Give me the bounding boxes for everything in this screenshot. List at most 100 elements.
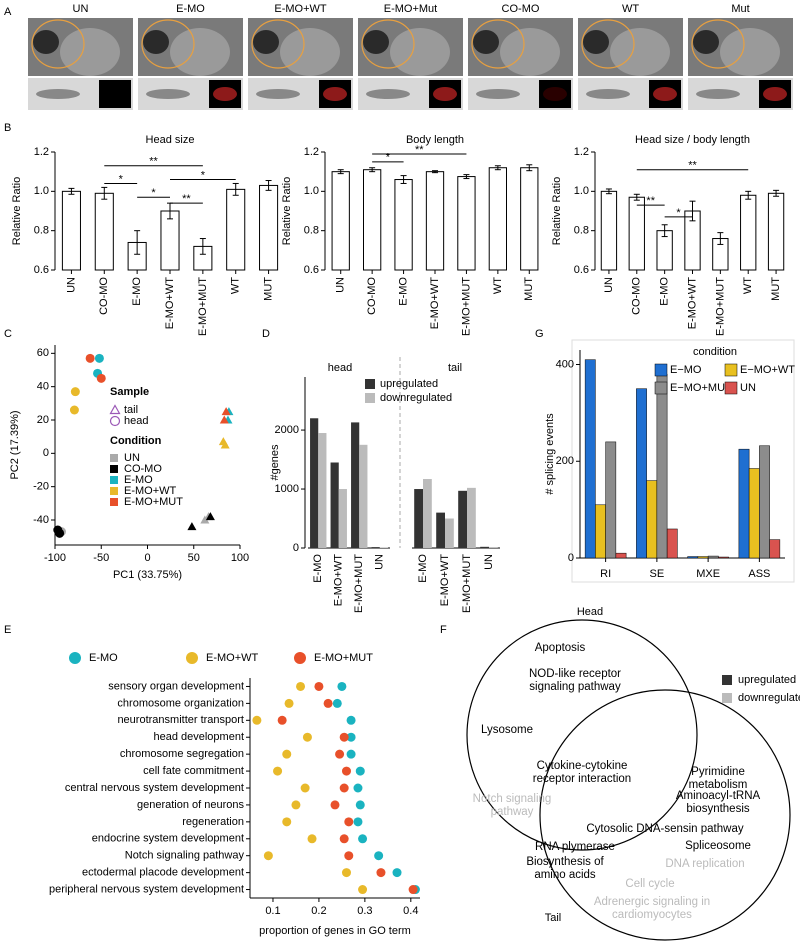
error-bar	[134, 230, 141, 255]
bar	[605, 441, 617, 559]
legend-marker	[109, 404, 121, 415]
error-bar	[369, 167, 376, 173]
fluorescence-signal	[433, 87, 457, 101]
error-bar	[605, 188, 612, 195]
significance-label: **	[646, 195, 655, 207]
x-tick-label: E-MO	[659, 277, 671, 306]
error-bar	[526, 164, 533, 172]
embryo-yolk	[610, 28, 670, 76]
error-bar	[773, 189, 780, 197]
head-outline	[141, 19, 195, 69]
x-tick-label: UN	[65, 277, 77, 293]
panel-border	[571, 339, 795, 583]
bar	[489, 547, 498, 548]
bar	[656, 373, 668, 559]
legend-label: upregulated	[738, 674, 796, 686]
image-title: UN	[73, 3, 89, 15]
dot	[355, 766, 365, 776]
error-bar	[745, 190, 752, 200]
error-bar	[337, 169, 344, 175]
point	[96, 373, 106, 383]
error-bar	[68, 187, 75, 195]
legend-marker	[109, 415, 121, 427]
legend-title: condition	[693, 346, 737, 358]
embryo-yolk	[500, 28, 560, 76]
legend-label: E−MO	[670, 364, 702, 376]
y-tick-label: central nervous system development	[65, 782, 244, 794]
dot	[284, 698, 294, 708]
head-outline	[691, 19, 745, 69]
y-tick-label: cell fate commitment	[143, 765, 244, 777]
legend-label: downregulated	[380, 392, 452, 404]
x-tick-label: UN	[483, 554, 495, 570]
venn-tail-circle	[539, 689, 791, 941]
embryo-eye	[33, 30, 59, 54]
x-axis-label: proportion of genes in GO term	[259, 925, 411, 937]
bar	[480, 546, 489, 548]
dot	[376, 868, 386, 878]
embryo-small	[256, 89, 300, 99]
embryo-small	[586, 89, 630, 99]
bar	[259, 184, 279, 271]
legend-label: UN	[740, 382, 756, 394]
bar	[628, 196, 645, 271]
bar	[584, 359, 596, 559]
error-bar	[400, 175, 407, 184]
x-tick-label: E-MO+WT	[439, 554, 451, 607]
dot	[392, 868, 402, 878]
bar	[330, 462, 339, 548]
dot	[344, 817, 354, 827]
legend-swatch	[110, 454, 118, 462]
dot	[341, 868, 351, 878]
y-tick-label: -40	[33, 514, 49, 526]
venn-item: Notch signaling pathway	[472, 793, 552, 818]
x-tick-label: 0.4	[403, 905, 418, 917]
x-tick-label: E-MO+WT	[429, 277, 441, 330]
y-tick-label: 0	[43, 447, 49, 459]
dot	[408, 885, 418, 895]
y-tick-label: 0.8	[34, 225, 49, 237]
point	[85, 353, 95, 363]
embryo-yolk	[170, 28, 230, 76]
panel-label: C	[4, 328, 12, 340]
dot	[344, 851, 354, 861]
legend-label: head	[124, 415, 148, 427]
significance-label: **	[415, 144, 424, 156]
bar	[331, 171, 350, 271]
significance-label: *	[151, 187, 156, 199]
dot	[335, 749, 345, 759]
legend-swatch	[654, 363, 668, 377]
x-tick-label: UN	[603, 277, 615, 293]
y-tick-label: 20	[37, 414, 49, 426]
bar	[748, 468, 760, 559]
significance-label: **	[149, 156, 158, 168]
x-tick-label: -50	[93, 552, 109, 564]
dot	[358, 834, 368, 844]
significance-label: *	[676, 207, 681, 219]
dot	[314, 681, 324, 691]
x-tick-label: E-MO+WT	[333, 554, 345, 607]
panel-label: A	[4, 6, 12, 18]
legend-swatch	[722, 675, 732, 685]
legend-swatch	[654, 381, 668, 395]
bar	[436, 512, 445, 548]
dot	[263, 851, 273, 861]
venn-item: Aminoacyl-tRNA biosynthesis	[675, 790, 761, 815]
bar	[310, 418, 319, 548]
error-bar	[463, 174, 470, 180]
y-tick-label: regeneration	[182, 816, 244, 828]
legend-label: E-MO+MUT	[314, 652, 373, 664]
dot	[339, 732, 349, 742]
y-tick-label: head development	[153, 731, 244, 743]
bar	[615, 552, 627, 559]
bar	[457, 176, 476, 271]
y-tick-label: 0.8	[574, 225, 589, 237]
y-tick-label: endocrine system development	[92, 833, 244, 845]
error-bar	[717, 232, 724, 245]
dot	[374, 851, 384, 861]
dot	[355, 800, 365, 810]
y-tick-label: 1.2	[574, 146, 589, 158]
fluorescence-inset	[99, 80, 131, 108]
bar	[445, 518, 454, 548]
